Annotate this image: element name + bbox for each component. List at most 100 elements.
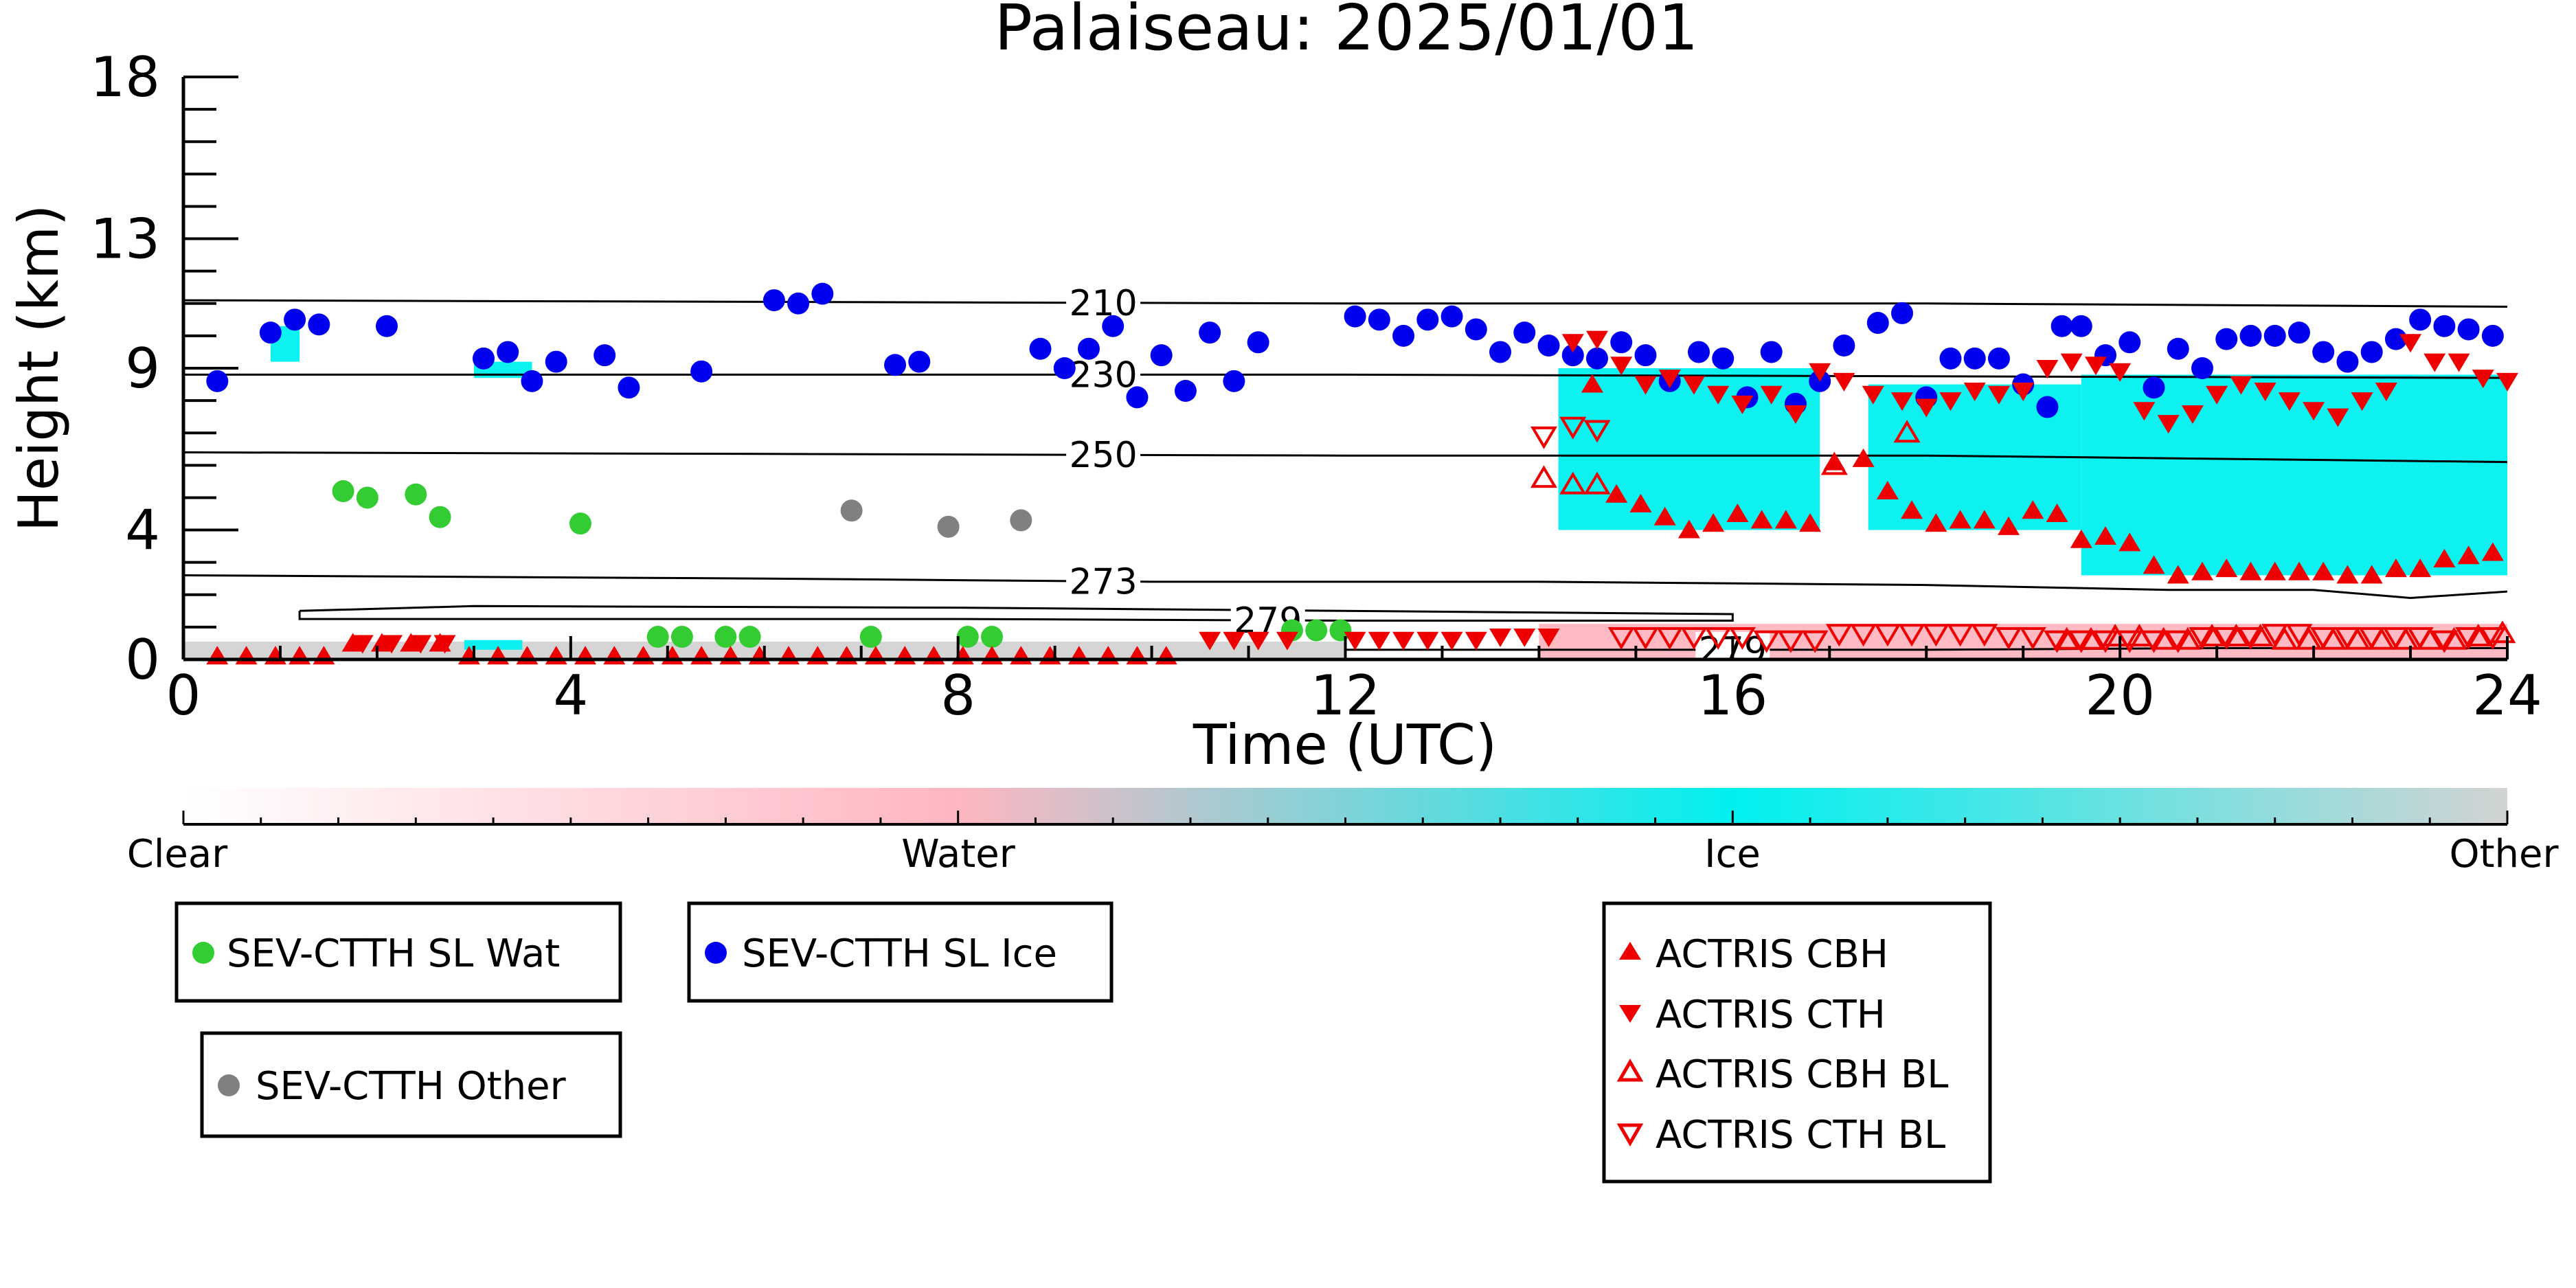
point-actris-cth-5 — [1223, 631, 1245, 651]
point-actris-cth-bl-20 — [2019, 627, 2046, 650]
point-sev-ctth-sl-ice-15 — [884, 354, 907, 376]
point-actris-cbh-42 — [1774, 510, 1797, 529]
point-sev-ctth-sl-ice-70 — [2384, 328, 2407, 350]
point-actris-cth-14 — [1489, 629, 1512, 648]
point-actris-cth-bl-36 — [2406, 627, 2434, 650]
point-actris-cth-bl-27 — [2189, 627, 2216, 650]
point-actris-cth-28 — [1833, 372, 1855, 392]
point-actris-cbh-bl-21 — [2440, 626, 2467, 650]
point-actris-cbh-70 — [2457, 545, 2480, 565]
point-sev-ctth-sl-wat-11 — [981, 626, 1004, 648]
point-sev-ctth-sl-ice-0 — [206, 370, 229, 392]
y-tick-label-4: 4 — [125, 499, 160, 563]
isotherm-line-0 — [183, 299, 2507, 308]
point-actris-cth-30 — [1891, 392, 1914, 411]
x-tick-label-24: 24 — [2472, 664, 2542, 727]
series-layer — [206, 282, 2518, 665]
point-actris-cth-31 — [1915, 398, 1938, 418]
point-actris-cth-22 — [1682, 376, 1705, 395]
series-actris-cth — [351, 330, 2518, 654]
point-sev-ctth-sl-ice-48 — [1866, 312, 1889, 335]
point-actris-cbh-66 — [2360, 565, 2383, 584]
point-actris-cth-46 — [2278, 392, 2301, 411]
legend-label-actris-cth: ACTRIS CTH — [1656, 993, 1886, 1037]
point-actris-cth-bl-12 — [1825, 624, 1853, 647]
point-actris-cth-bl-30 — [2261, 624, 2289, 647]
legend-label-sev-wat: SEV-CTTH SL Wat — [227, 931, 560, 976]
isotherm-label-1: 230 — [1069, 354, 1137, 396]
point-actris-cth-18 — [1585, 330, 1608, 350]
legend-label-actris-cth-bl: ACTRIS CTH BL — [1656, 1113, 1945, 1157]
legend-marker-actris-cbh — [1619, 942, 1641, 960]
isotherm-label-bg-3 — [1066, 563, 1141, 600]
point-actris-cth-12 — [1440, 631, 1463, 651]
point-actris-cbh-43 — [1799, 513, 1822, 532]
point-actris-cbh-60 — [2215, 558, 2238, 578]
point-actris-cth-37 — [2060, 353, 2083, 372]
point-actris-cbh-bl-10 — [2174, 626, 2202, 650]
point-actris-cth-49 — [2351, 392, 2373, 411]
legend-actris: ACTRIS CBH ACTRIS CTH ACTRIS CBH BL ACTR… — [1602, 901, 1992, 1184]
point-actris-cbh-37 — [1653, 506, 1676, 526]
point-sev-ctth-sl-ice-11 — [690, 360, 713, 383]
cloud-mask-ice-7 — [464, 640, 523, 650]
point-sev-ctth-sl-wat-8 — [738, 626, 761, 648]
point-sev-ctth-sl-ice-61 — [2167, 337, 2189, 360]
point-actris-cth-41 — [2157, 415, 2180, 434]
point-sev-ctth-sl-wat-3 — [429, 506, 451, 528]
point-sev-ctth-other-2 — [1010, 509, 1032, 532]
point-actris-cbh-69 — [2433, 548, 2456, 567]
point-actris-cth-9 — [1368, 631, 1390, 651]
point-actris-cbh-57 — [2143, 555, 2165, 574]
point-sev-ctth-sl-ice-24 — [1199, 321, 1221, 344]
point-actris-cth-bl-11 — [1801, 630, 1829, 653]
legend-marker-actris-cth-bl — [1616, 1123, 1644, 1147]
point-actris-cth-44 — [2230, 376, 2252, 395]
x-tick-label-0: 0 — [166, 664, 201, 727]
point-actris-cbh-45 — [1852, 448, 1875, 467]
point-sev-ctth-sl-ice-67 — [2312, 341, 2335, 363]
point-actris-cth-20 — [1634, 376, 1657, 395]
point-actris-cth-bl-2 — [1583, 420, 1611, 443]
point-actris-cbh-7 — [400, 633, 422, 652]
point-actris-cth-3 — [433, 635, 456, 654]
point-actris-cth-53 — [2448, 353, 2470, 372]
point-sev-ctth-sl-ice-60 — [2143, 376, 2165, 399]
point-sev-ctth-sl-ice-52 — [1963, 347, 1986, 370]
point-sev-ctth-sl-wat-6 — [670, 626, 693, 648]
point-sev-ctth-sl-ice-71 — [2409, 308, 2432, 331]
point-sev-ctth-sl-wat-5 — [646, 626, 669, 648]
point-sev-ctth-sl-ice-73 — [2457, 318, 2480, 341]
point-actris-cth-55 — [2496, 372, 2518, 392]
point-sev-ctth-sl-ice-26 — [1247, 331, 1269, 354]
point-actris-cth-26 — [1784, 405, 1807, 424]
point-actris-cth-bl-13 — [1850, 624, 1877, 647]
point-sev-ctth-sl-ice-55 — [2036, 396, 2059, 418]
y-tick-label-9: 9 — [125, 337, 160, 400]
point-actris-cth-2 — [409, 635, 432, 654]
legend-sev-wat: SEV-CTTH SL Wat — [174, 901, 622, 1003]
point-actris-cbh-40 — [1726, 504, 1749, 522]
point-actris-cth-10 — [1392, 631, 1415, 651]
point-actris-cth-bl-26 — [2165, 630, 2192, 653]
point-sev-ctth-other-0 — [840, 499, 863, 522]
legend-box-sev-ice — [687, 901, 1114, 1003]
point-sev-ctth-sl-ice-4 — [376, 315, 398, 337]
point-actris-cth-bl-3 — [1607, 627, 1635, 650]
point-actris-cbh-bl-1 — [1559, 471, 1587, 495]
point-actris-cth-32 — [1939, 392, 1962, 411]
point-actris-cth-39 — [2109, 363, 2132, 382]
y-tick-label-0: 0 — [125, 628, 160, 692]
point-actris-cbh-61 — [2239, 561, 2262, 580]
point-actris-cth-bl-31 — [2285, 624, 2313, 647]
point-actris-cth-bl-9 — [1753, 630, 1781, 653]
x-tick-label-12: 12 — [1311, 664, 1381, 727]
point-actris-cth-6 — [1247, 631, 1269, 651]
point-actris-cbh-65 — [2336, 565, 2359, 584]
legend-box-actris — [1602, 901, 1992, 1184]
series-sev-ctth-sl-ice — [206, 282, 2504, 418]
point-sev-ctth-sl-ice-41 — [1687, 341, 1710, 363]
point-actris-cth-bl-4 — [1631, 627, 1659, 650]
point-sev-ctth-sl-ice-28 — [1368, 308, 1390, 331]
